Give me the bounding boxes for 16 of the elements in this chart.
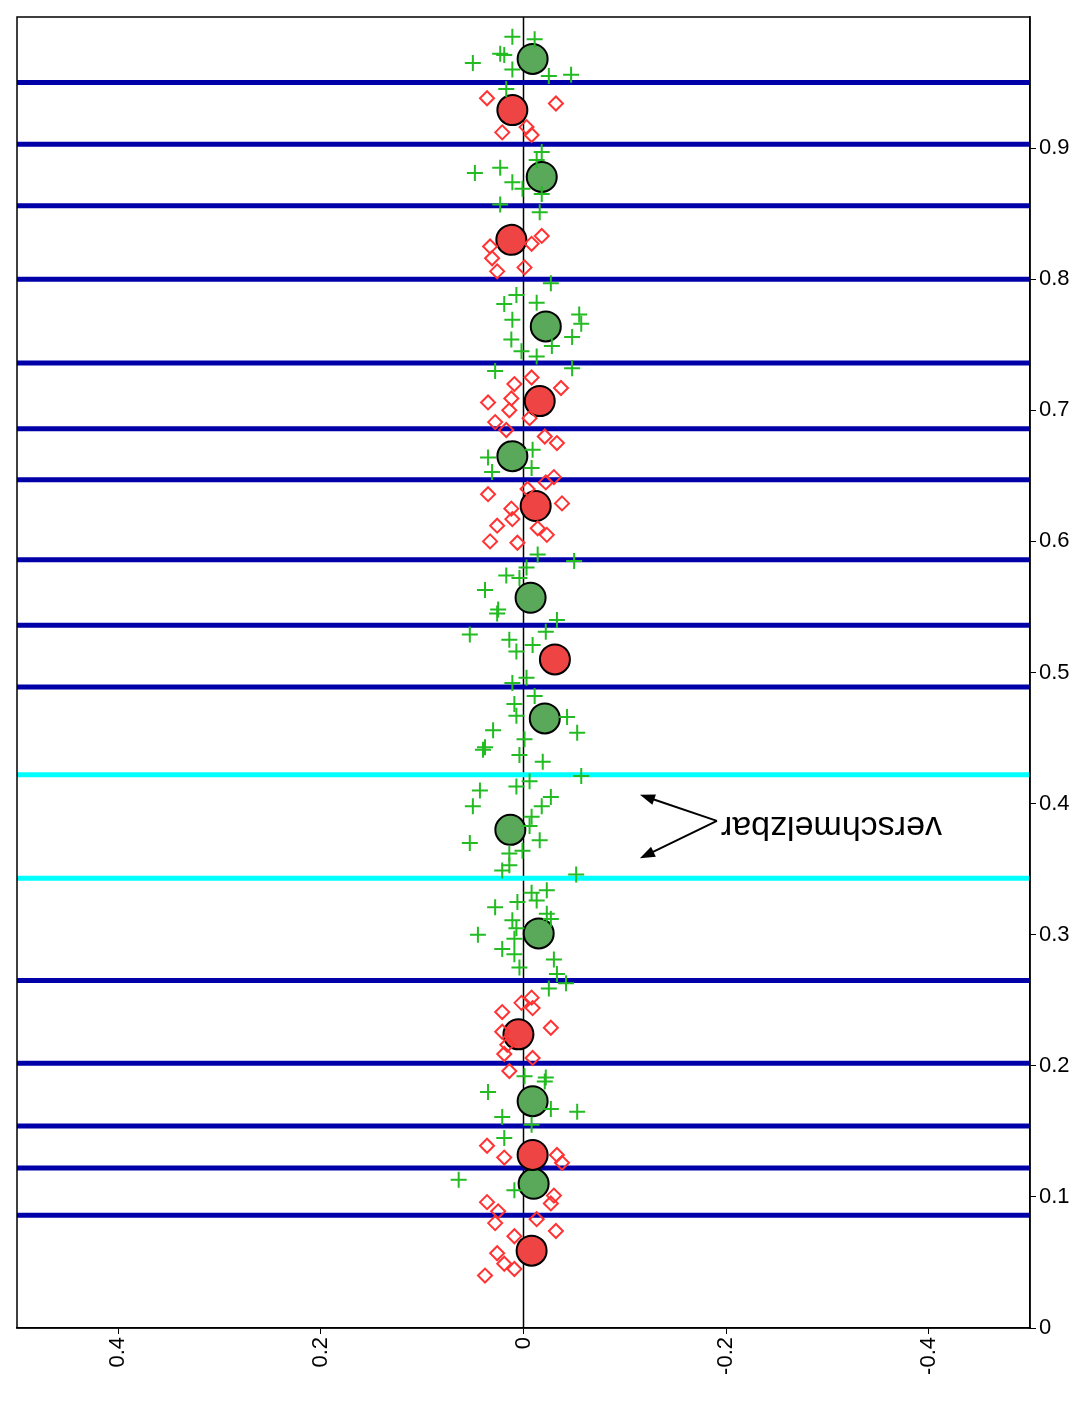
x-tick-label: 0.4	[104, 1337, 130, 1368]
annotation: verschmelzbar	[720, 809, 942, 848]
y-tick-label: 0.3	[1039, 920, 1070, 946]
y-tick-label: 0.8	[1039, 265, 1070, 291]
x-tick-label: 0	[509, 1337, 535, 1350]
y-tick-label: 0.9	[1039, 134, 1070, 160]
y-tick-label: 0.2	[1039, 1051, 1070, 1077]
y-tick-label: 0.7	[1039, 396, 1070, 422]
y-tick-label: 0.1	[1039, 1182, 1070, 1208]
x-tick-label: -0.2	[712, 1337, 738, 1375]
x-tick-label: 0.2	[306, 1337, 332, 1368]
x-tick-label: -0.4	[914, 1337, 940, 1375]
y-tick-label: 0.4	[1039, 789, 1070, 815]
y-tick-label: 0.5	[1039, 658, 1070, 684]
y-tick-label: 0.6	[1039, 527, 1070, 553]
y-tick-label: 0	[1039, 1314, 1052, 1340]
